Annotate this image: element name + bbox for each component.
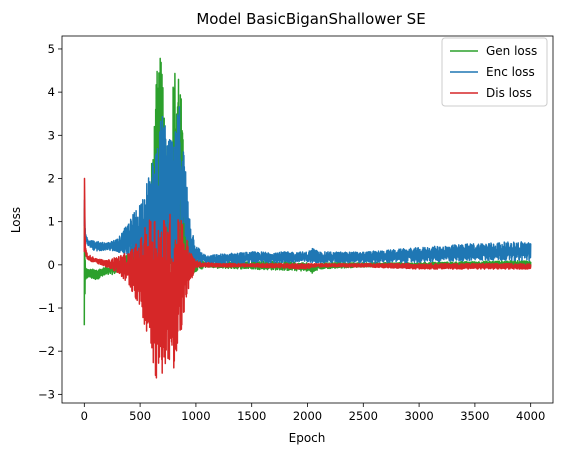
y-tick-label: 0 bbox=[48, 258, 55, 272]
y-tick-label: 2 bbox=[48, 171, 55, 185]
x-tick-label: 500 bbox=[129, 409, 151, 423]
legend-label-gen-loss: Gen loss bbox=[486, 44, 537, 58]
x-tick-label: 3000 bbox=[404, 409, 433, 423]
x-axis-label: Epoch bbox=[289, 431, 326, 445]
legend: Gen loss Enc loss Dis loss bbox=[441, 37, 548, 107]
y-tick-label: 1 bbox=[48, 215, 55, 229]
y-tick-label: −2 bbox=[38, 344, 55, 358]
y-tick-label: 4 bbox=[48, 85, 55, 99]
y-tick-label: −1 bbox=[38, 301, 55, 315]
y-tick-label: 5 bbox=[48, 42, 55, 56]
y-axis-label: Loss bbox=[9, 207, 23, 233]
legend-box bbox=[441, 37, 548, 107]
axes-group: 0 500 1000 1500 2000 2500 3000 3500 4000 −3 −2 −1 0 1… bbox=[38, 35, 554, 423]
y-tick-label: 3 bbox=[48, 128, 55, 142]
series-line-dis-loss bbox=[83, 177, 532, 379]
x-tick-label: 0 bbox=[81, 409, 88, 423]
x-tick-label: 1500 bbox=[237, 409, 266, 423]
legend-label-dis-loss: Dis loss bbox=[486, 86, 532, 100]
series-line-enc-loss bbox=[83, 106, 532, 291]
x-tick-label: 3500 bbox=[460, 409, 489, 423]
x-tick-label: 2500 bbox=[349, 409, 378, 423]
x-tick-label: 4000 bbox=[516, 409, 545, 423]
legend-label-enc-loss: Enc loss bbox=[486, 65, 535, 79]
y-tick-label: −3 bbox=[38, 387, 55, 401]
chart-title: Model BasicBiganShallower SE bbox=[196, 10, 425, 28]
series-group bbox=[83, 57, 532, 379]
x-tick-label: 2000 bbox=[293, 409, 322, 423]
x-tick-label: 1000 bbox=[181, 409, 210, 423]
